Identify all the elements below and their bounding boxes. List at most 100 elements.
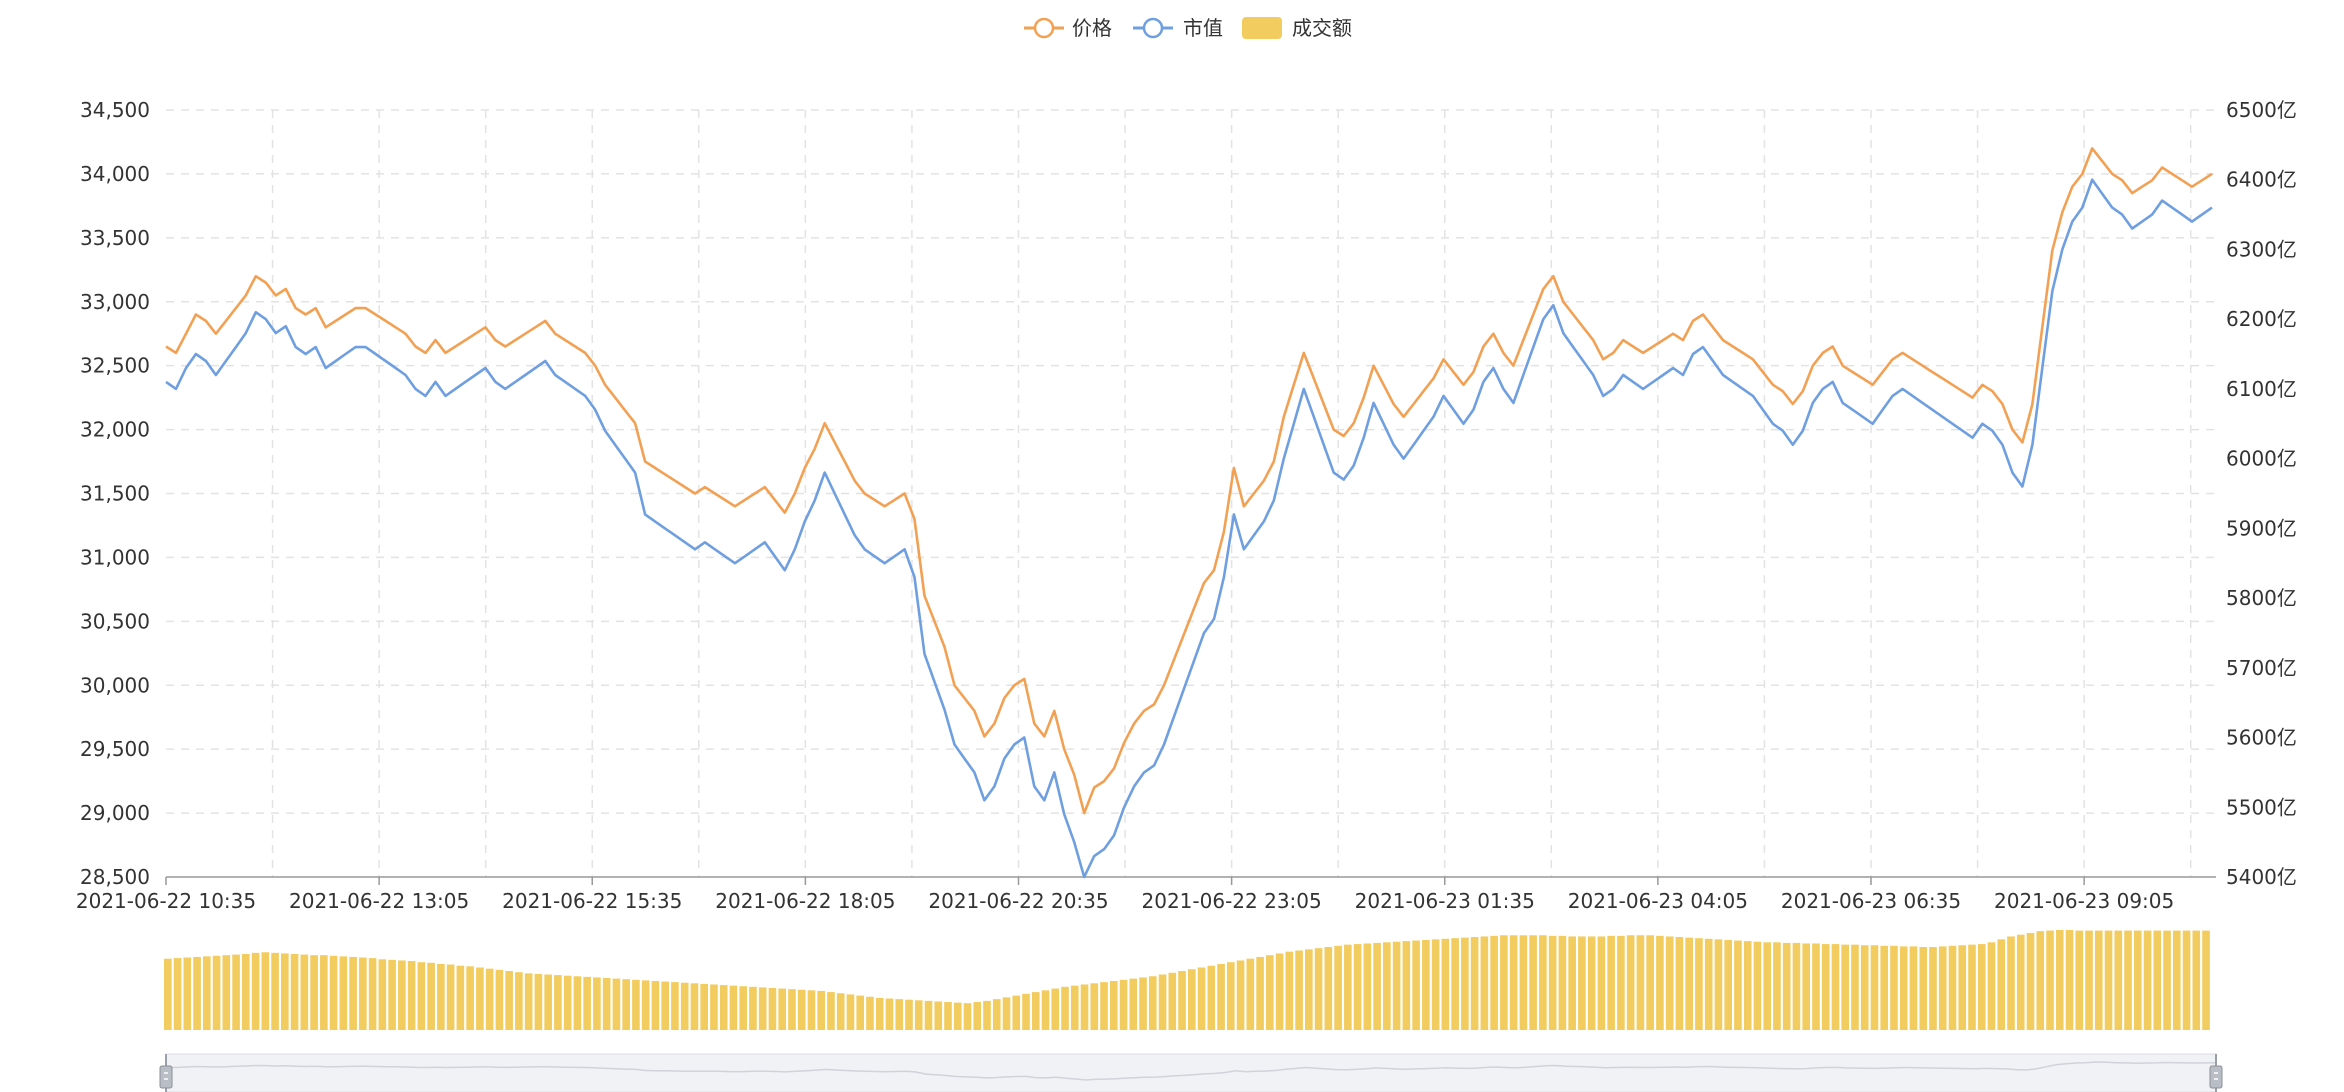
volume-bar	[1841, 944, 1850, 1030]
volume-bar	[1119, 979, 1128, 1030]
volume-bar	[1031, 992, 1040, 1030]
volume-bar	[368, 958, 377, 1030]
volume-bar	[563, 975, 572, 1030]
volume-bar	[992, 999, 1001, 1030]
volume-bar	[437, 963, 445, 1030]
volume-bar	[739, 986, 747, 1030]
volume-bar	[1431, 939, 1440, 1030]
volume-bar	[388, 959, 396, 1030]
volume-bar	[1227, 962, 1235, 1030]
volume-bar	[1236, 960, 1245, 1030]
volume-bar	[1724, 939, 1732, 1030]
volume-bar	[1051, 988, 1060, 1030]
y-left-tick-label: 34,000	[80, 162, 150, 186]
volume-bar	[1061, 986, 1069, 1030]
volume-bar	[281, 953, 289, 1030]
grid-lines	[166, 109, 2216, 877]
volume-bar	[1665, 936, 1674, 1030]
volume-bar	[690, 983, 699, 1030]
volume-bar	[1948, 945, 1957, 1030]
volume-bar	[788, 989, 796, 1030]
volume-bar	[495, 969, 504, 1030]
volume-bar	[2192, 930, 2201, 1030]
volume-bar	[827, 992, 835, 1030]
volume-bar	[524, 973, 533, 1030]
y-left-tick-label: 32,000	[80, 418, 150, 442]
y-left-tick-label: 30,500	[80, 609, 150, 633]
volume-bar	[1802, 943, 1811, 1030]
y-left-tick-label: 29,000	[80, 801, 150, 825]
volume-bar	[2153, 930, 2162, 1030]
legend-item-price[interactable]: 价格	[1024, 16, 1112, 40]
volume-bar	[1997, 939, 2006, 1030]
volume-bar	[1197, 967, 1206, 1030]
volume-bar	[1012, 995, 1021, 1030]
volume-bar	[1626, 935, 1635, 1030]
volume-bar	[2075, 930, 2084, 1030]
volume-bar	[836, 993, 845, 1030]
volume-bar	[1041, 990, 1050, 1030]
volume-bar	[1178, 971, 1186, 1030]
volume-bar	[2016, 934, 2025, 1030]
legend-item-mcap[interactable]: 市值	[1133, 16, 1223, 40]
volume-bar	[417, 962, 426, 1030]
volume-bar	[2202, 930, 2210, 1030]
series-price	[165, 147, 2213, 815]
volume-bar	[349, 956, 357, 1030]
volume-bar	[1422, 939, 1430, 1030]
volume-bar	[1314, 948, 1323, 1030]
volume-bar	[583, 976, 591, 1030]
volume-bar	[602, 978, 611, 1030]
y-right-tick-label: 6400亿	[2226, 168, 2297, 192]
zoom-slider-track[interactable]	[165, 1053, 2217, 1092]
volume-bar	[1890, 945, 1898, 1030]
volume-bar	[2133, 930, 2142, 1030]
volume-bar	[1880, 945, 1889, 1030]
volume-bar	[1821, 944, 1830, 1030]
volume-bar	[807, 990, 816, 1030]
volume-bar	[1109, 980, 1118, 1030]
volume-bar	[1246, 958, 1255, 1030]
volume-bar	[1675, 937, 1684, 1030]
legend-label-mcap: 市值	[1183, 16, 1223, 40]
volume-bar	[1305, 949, 1313, 1030]
volume-bar	[1373, 942, 1381, 1030]
volume-bar	[1860, 945, 1869, 1030]
volume-bar	[1812, 943, 1820, 1030]
volume-bar	[1217, 963, 1225, 1030]
y-right-tick-label: 5400亿	[2226, 865, 2297, 889]
zoom-handle-left[interactable]	[159, 1054, 173, 1092]
volume-bar	[222, 955, 231, 1030]
volume-bar	[1909, 946, 1918, 1030]
volume-bar	[1285, 951, 1294, 1030]
volume-bar	[680, 982, 689, 1030]
y-left-tick-label: 34,500	[80, 98, 150, 122]
legend[interactable]: 价格 市值 成交额	[1024, 16, 1352, 40]
volume-bar	[1763, 942, 1771, 1030]
volume-bar	[164, 958, 172, 1030]
volume-bar	[1734, 940, 1742, 1030]
volume-bar	[1412, 940, 1420, 1030]
volume-bar	[1509, 935, 1518, 1030]
volume-bar	[1022, 993, 1030, 1030]
volume-bar	[1490, 935, 1498, 1030]
x-tick-label: 2021-06-23 06:35	[1781, 889, 1961, 913]
volume-bar	[251, 952, 260, 1030]
y-right-tick-label: 5900亿	[2226, 516, 2297, 540]
y-left-tick-label: 31,000	[80, 545, 150, 569]
volume-bar	[1539, 935, 1547, 1030]
zoom-handle-right[interactable]	[2209, 1054, 2223, 1092]
volume-bar	[1743, 941, 1752, 1030]
volume-bar	[1470, 937, 1479, 1030]
volume-bar	[1919, 946, 1928, 1030]
volume-bar	[1402, 941, 1411, 1030]
volume-bars	[164, 930, 2210, 1030]
volume-bar	[1704, 938, 1713, 1030]
volume-bar	[2026, 932, 2035, 1030]
volume-bar	[1363, 943, 1372, 1030]
volume-bar	[261, 952, 270, 1030]
volume-bar	[534, 973, 543, 1030]
zoom-slider[interactable]	[159, 1053, 2223, 1092]
volume-bar	[1714, 939, 1723, 1030]
legend-item-volume[interactable]: 成交额	[1242, 16, 1352, 40]
